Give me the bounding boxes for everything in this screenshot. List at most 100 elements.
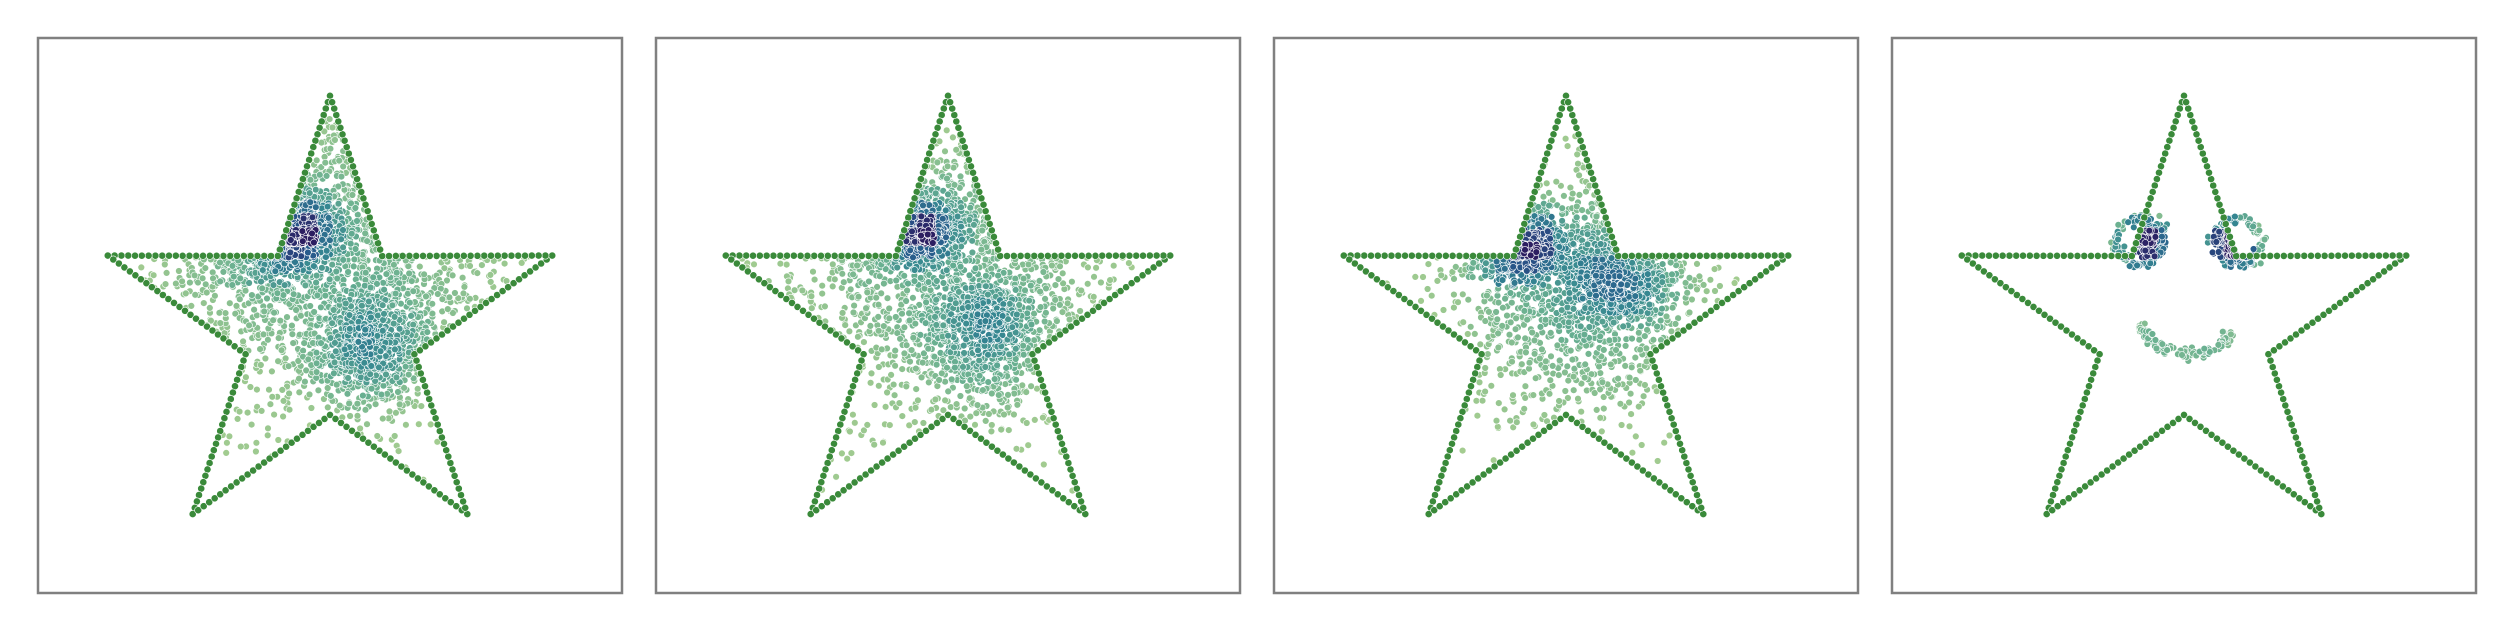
outline-point xyxy=(466,251,475,260)
data-point xyxy=(285,389,293,398)
data-point xyxy=(344,268,352,276)
data-point xyxy=(281,354,290,363)
data-point xyxy=(1048,261,1056,270)
data-point xyxy=(308,213,317,222)
data-point xyxy=(935,247,943,256)
outline-point xyxy=(398,251,407,260)
data-point xyxy=(252,447,260,456)
data-point xyxy=(1036,303,1045,311)
data-point xyxy=(339,162,347,171)
data-point xyxy=(339,243,347,252)
data-point xyxy=(990,375,999,383)
data-point xyxy=(257,277,265,286)
outline-point xyxy=(421,382,429,391)
data-point xyxy=(314,386,323,394)
outline-point xyxy=(328,98,336,107)
data-point xyxy=(312,203,320,211)
data-point xyxy=(931,189,940,198)
data-point xyxy=(239,337,247,346)
data-point xyxy=(191,291,199,299)
data-point xyxy=(394,447,403,455)
data-point xyxy=(382,270,391,278)
data-point xyxy=(517,259,526,267)
data-point xyxy=(350,262,358,271)
data-point xyxy=(402,421,410,429)
data-point xyxy=(912,385,920,393)
data-point xyxy=(334,182,342,191)
data-point xyxy=(307,404,316,412)
data-point xyxy=(1031,416,1039,424)
data-point xyxy=(409,374,418,382)
data-point xyxy=(379,414,387,423)
data-point xyxy=(1039,268,1048,276)
data-point xyxy=(209,268,217,276)
data-point xyxy=(933,158,942,167)
outline-point xyxy=(423,388,431,397)
outline-point xyxy=(233,375,241,384)
data-point xyxy=(331,339,339,347)
data-point xyxy=(324,384,332,392)
data-point xyxy=(359,391,367,400)
data-point xyxy=(944,190,952,199)
data-point xyxy=(1092,264,1100,272)
data-point xyxy=(371,400,380,408)
data-point xyxy=(933,382,942,390)
data-point xyxy=(345,399,353,408)
data-point xyxy=(369,273,377,281)
data-point xyxy=(422,292,430,301)
data-point xyxy=(982,272,990,280)
data-point xyxy=(295,375,303,383)
outline-point xyxy=(303,162,311,171)
data-point xyxy=(932,296,940,304)
data-point xyxy=(952,299,960,307)
data-point xyxy=(845,327,854,335)
outline-point xyxy=(357,187,366,196)
data-point xyxy=(931,313,939,321)
data-point xyxy=(277,346,286,354)
data-point xyxy=(1097,278,1105,287)
data-point xyxy=(367,313,375,322)
data-point xyxy=(440,264,449,272)
data-point xyxy=(356,424,364,433)
data-point xyxy=(870,401,879,409)
data-point xyxy=(1021,286,1029,294)
data-point xyxy=(944,387,952,396)
data-point xyxy=(292,306,300,314)
data-point xyxy=(347,240,355,248)
data-point xyxy=(942,126,951,135)
data-point xyxy=(943,364,951,372)
outline-point xyxy=(450,471,459,480)
data-point xyxy=(1039,413,1047,422)
data-point xyxy=(367,362,375,370)
data-point xyxy=(351,245,360,253)
data-point xyxy=(395,325,404,333)
data-point xyxy=(406,299,414,307)
data-point xyxy=(1022,388,1030,396)
data-point xyxy=(1024,336,1032,344)
data-point xyxy=(248,291,256,299)
data-point xyxy=(375,363,383,372)
data-point xyxy=(1012,445,1021,453)
data-point xyxy=(301,378,309,386)
outline-point xyxy=(207,452,216,461)
data-point xyxy=(875,382,883,390)
data-point xyxy=(1019,351,1028,359)
data-point xyxy=(809,268,817,276)
data-point xyxy=(366,370,374,378)
data-point xyxy=(943,174,951,183)
data-point xyxy=(391,345,399,354)
data-point xyxy=(1058,308,1067,316)
data-point xyxy=(873,283,881,291)
data-point xyxy=(382,370,390,379)
data-point xyxy=(337,172,346,181)
data-point xyxy=(961,312,969,321)
data-point xyxy=(818,282,826,290)
data-point xyxy=(924,345,932,353)
data-point xyxy=(885,314,893,323)
data-point xyxy=(393,269,401,277)
data-point xyxy=(965,227,974,235)
data-point xyxy=(910,277,919,285)
data-point xyxy=(299,237,307,245)
outline-point xyxy=(363,207,372,215)
data-point xyxy=(354,338,363,346)
